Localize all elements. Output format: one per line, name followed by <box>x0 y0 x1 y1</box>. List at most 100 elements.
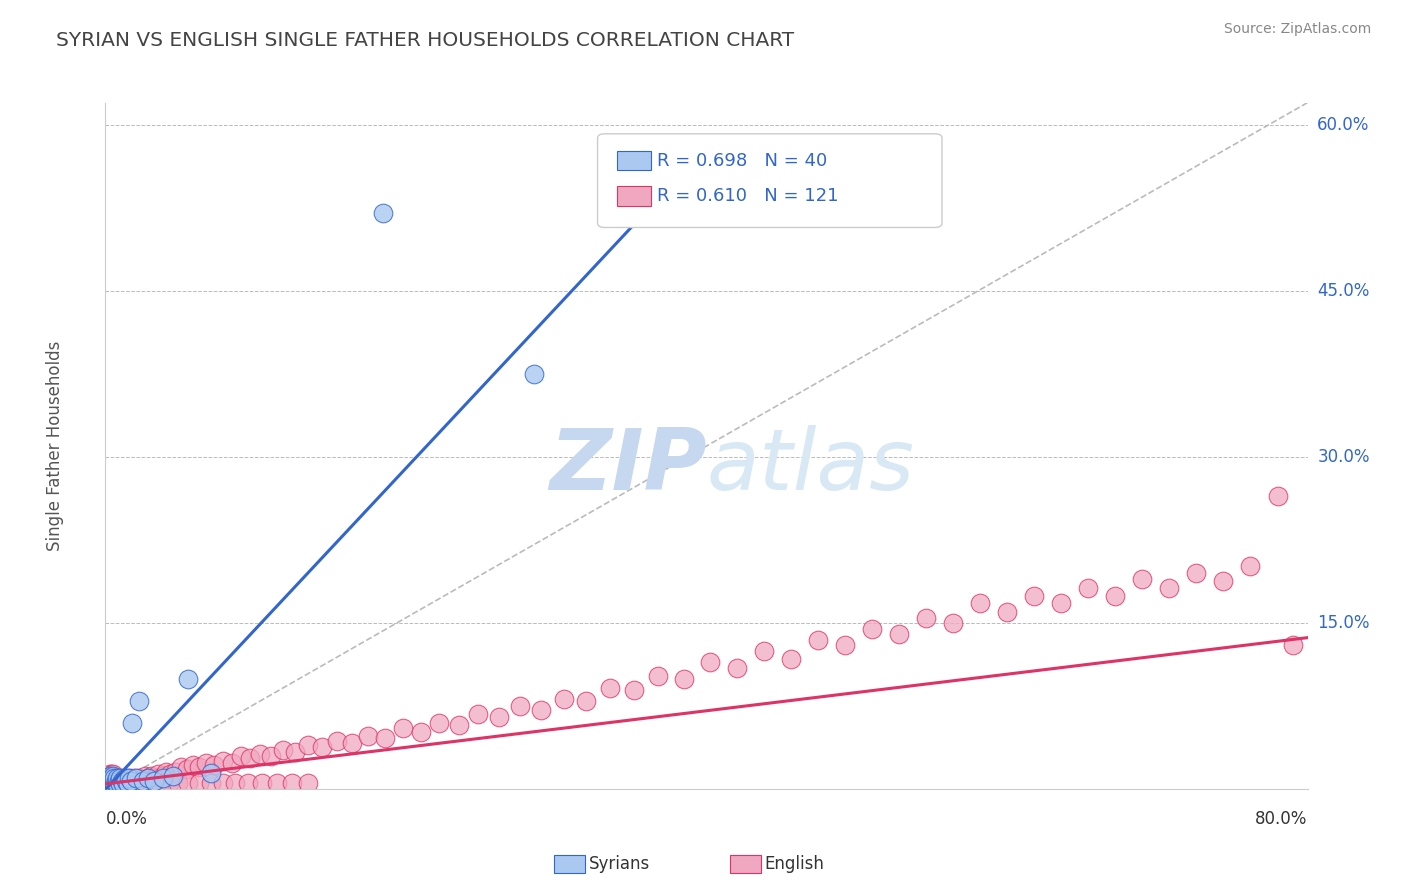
Point <box>1212 574 1234 589</box>
Point <box>96 773 118 788</box>
Point <box>169 760 191 774</box>
Point <box>114 772 136 786</box>
Point <box>281 776 304 790</box>
Point <box>187 760 209 774</box>
Point <box>1104 589 1126 603</box>
Point <box>162 769 184 783</box>
Point <box>108 773 131 788</box>
Point <box>96 777 118 791</box>
Point <box>98 772 121 786</box>
Point <box>260 749 283 764</box>
Point <box>128 694 150 708</box>
Point <box>221 756 243 770</box>
Point <box>553 691 575 706</box>
Point <box>142 772 165 786</box>
Point <box>97 772 120 786</box>
Point <box>101 773 124 788</box>
Point <box>297 738 319 752</box>
Point <box>108 773 131 788</box>
Point <box>942 616 965 631</box>
Point <box>176 763 198 777</box>
Point <box>107 772 129 786</box>
Point <box>98 776 121 790</box>
Text: 15.0%: 15.0% <box>1317 615 1369 632</box>
Point <box>101 767 124 781</box>
Point <box>131 773 153 788</box>
Point <box>177 776 200 790</box>
Point <box>118 772 141 786</box>
Point <box>509 699 531 714</box>
Point <box>124 773 146 788</box>
Text: Syrians: Syrians <box>589 855 651 873</box>
Point <box>177 672 200 686</box>
Point <box>1239 558 1261 573</box>
Point <box>200 776 222 790</box>
Point <box>271 742 294 756</box>
Point <box>111 773 134 788</box>
Point <box>250 776 273 790</box>
Point <box>392 722 415 736</box>
Point <box>101 769 124 783</box>
Point <box>103 776 125 790</box>
Point <box>779 651 801 665</box>
Point <box>807 632 830 647</box>
Point <box>1077 581 1099 595</box>
Point <box>211 754 233 768</box>
Point <box>98 769 121 783</box>
Point <box>117 776 139 790</box>
Point <box>101 772 124 786</box>
Point <box>467 707 489 722</box>
Point <box>326 733 349 747</box>
Point <box>995 605 1018 619</box>
Point <box>211 776 233 790</box>
Point <box>1022 589 1045 603</box>
Point <box>340 736 363 750</box>
Point <box>284 745 307 759</box>
Point <box>373 206 395 220</box>
Point <box>100 777 122 791</box>
Point <box>103 772 125 786</box>
Text: 60.0%: 60.0% <box>1317 116 1369 134</box>
Point <box>374 731 396 746</box>
Text: R = 0.610   N = 121: R = 0.610 N = 121 <box>657 187 838 205</box>
Point <box>152 772 174 786</box>
Point <box>447 718 470 732</box>
Point <box>107 772 129 786</box>
Text: English: English <box>765 855 825 873</box>
Point <box>115 773 138 788</box>
Point <box>599 681 621 695</box>
Text: R = 0.698   N = 40: R = 0.698 N = 40 <box>657 152 827 169</box>
Point <box>623 682 645 697</box>
Point <box>224 776 246 790</box>
Point <box>98 767 121 781</box>
Point <box>357 729 380 743</box>
Point <box>752 644 775 658</box>
Point <box>139 769 162 783</box>
Point <box>128 772 150 786</box>
Point <box>124 772 146 786</box>
Point <box>104 773 127 788</box>
Point <box>112 776 135 790</box>
Point <box>239 751 262 765</box>
Point <box>229 749 252 764</box>
Point <box>121 776 143 790</box>
Point <box>112 777 135 791</box>
Point <box>97 777 120 791</box>
Point <box>530 703 553 717</box>
Point <box>969 596 991 610</box>
Point <box>1159 581 1181 595</box>
Text: 30.0%: 30.0% <box>1317 448 1369 467</box>
Point <box>97 772 120 786</box>
Point <box>159 767 181 781</box>
Point <box>96 769 118 783</box>
Point <box>104 772 127 786</box>
Point <box>915 611 938 625</box>
Point <box>672 672 695 686</box>
Point <box>117 777 139 791</box>
Point <box>98 777 121 791</box>
Point <box>101 773 124 788</box>
Point <box>110 772 132 786</box>
Point <box>120 773 142 788</box>
Point <box>146 767 169 781</box>
Point <box>111 773 134 788</box>
